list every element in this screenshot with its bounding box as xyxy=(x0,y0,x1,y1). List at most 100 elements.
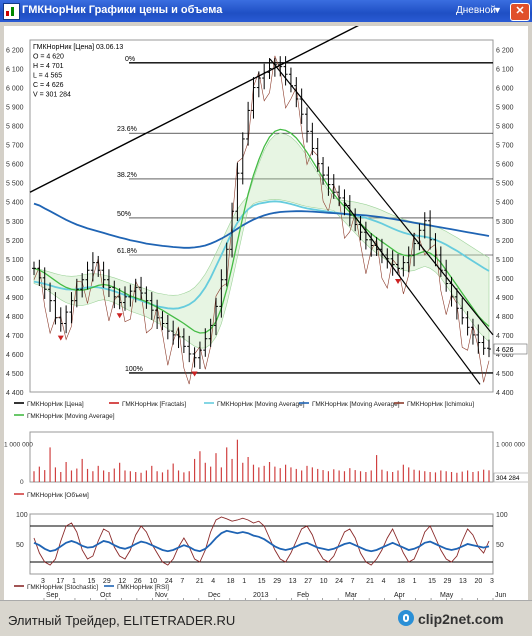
month-label: Sep xyxy=(46,592,59,599)
price-y-tick-left: 4 900 xyxy=(6,295,24,302)
day-label: 29 xyxy=(273,578,281,585)
price-y-tick-right: 5 100 xyxy=(496,257,514,264)
price-y-tick-left: 4 700 xyxy=(6,333,24,340)
month-label: Apr xyxy=(394,592,406,599)
info-box-line: L = 4 565 xyxy=(33,73,62,80)
price-y-tick-right: 6 100 xyxy=(496,67,514,74)
clip2net-logo-icon xyxy=(398,610,414,626)
legend-label: ГМКНорНик [Moving Average] xyxy=(312,401,400,408)
month-label: Dec xyxy=(208,592,221,599)
price-y-tick-left: 5 000 xyxy=(6,276,24,283)
volume-last-label: 304 284 xyxy=(496,475,520,482)
price-y-tick-left: 4 600 xyxy=(6,352,24,359)
moving-average-line xyxy=(33,200,490,310)
month-label: Jun xyxy=(495,592,506,599)
price-y-tick-left: 6 000 xyxy=(6,86,24,93)
price-y-tick-left: 4 800 xyxy=(6,314,24,321)
price-y-tick-right: 5 600 xyxy=(496,162,514,169)
oscillator-line xyxy=(33,529,490,553)
day-label: 4 xyxy=(211,578,215,585)
fib-level-label: 38.2% xyxy=(117,172,137,179)
legend-label: ГМКНорНик [Stochastic] xyxy=(27,584,98,591)
last-price-label: 4 626 xyxy=(496,347,514,354)
last-price-tag xyxy=(493,343,528,355)
month-label: Mar xyxy=(345,592,358,599)
day-label: 15 xyxy=(428,578,436,585)
chevron-down-icon[interactable]: ▼ xyxy=(493,5,502,15)
fractal-down-marker xyxy=(191,371,198,377)
ichimoku-line xyxy=(33,55,490,385)
price-y-tick-right: 5 000 xyxy=(496,276,514,283)
day-label: 21 xyxy=(366,578,374,585)
period-selector[interactable]: Дневной xyxy=(456,5,496,16)
day-label: 10 xyxy=(149,578,157,585)
legend-label: ГМКНорНик [Moving Average] xyxy=(217,401,305,408)
fib-level-label: 23.6% xyxy=(117,126,137,133)
month-label: Oct xyxy=(100,592,111,599)
fib-level-label: 61.8% xyxy=(117,248,137,255)
price-y-tick-right: 4 500 xyxy=(496,371,514,378)
moving-average-line xyxy=(33,202,490,249)
price-y-tick-left: 5 500 xyxy=(6,181,24,188)
price-y-tick-left: 5 700 xyxy=(6,143,24,150)
legend-label: ГМКНорНик [RSI] xyxy=(117,584,169,591)
day-label: 3 xyxy=(490,578,494,585)
oscillator-y-tick-right: 100 xyxy=(496,512,508,519)
price-y-tick-right: 5 300 xyxy=(496,219,514,226)
trend-line-falling-lower xyxy=(343,201,481,385)
fib-level-label: 0% xyxy=(125,56,135,63)
title-bar[interactable]: ГМКНорНик Графики цены и объема Дневной … xyxy=(0,0,532,22)
fib-level-label: 50% xyxy=(117,211,131,218)
legend-label: ГМКНорНик [Цена] xyxy=(27,401,84,408)
day-label: 1 xyxy=(413,578,417,585)
volume-plot-area xyxy=(29,431,494,483)
day-label: 26 xyxy=(134,578,142,585)
legend-label: ГМКНорНик [Fractals] xyxy=(122,401,186,408)
day-label: 13 xyxy=(289,578,297,585)
clip2net-logo-text: clip2net.com xyxy=(418,611,504,627)
price-y-tick-left: 5 900 xyxy=(6,105,24,112)
info-box-line: O = 4 620 xyxy=(33,54,64,61)
day-label: 7 xyxy=(351,578,355,585)
price-y-tick-left: 4 500 xyxy=(6,371,24,378)
close-button[interactable]: ✕ xyxy=(510,3,530,21)
price-y-tick-left: 5 800 xyxy=(6,124,24,131)
price-y-tick-left: 5 600 xyxy=(6,162,24,169)
oscillator-y-tick-right: 50 xyxy=(496,542,504,549)
price-y-tick-left: 6 100 xyxy=(6,67,24,74)
day-label: 7 xyxy=(180,578,184,585)
price-y-tick-right: 5 900 xyxy=(496,105,514,112)
legend-label: ГМКНорНик [Ichimoku] xyxy=(407,401,474,408)
day-label: 29 xyxy=(103,578,111,585)
price-y-tick-left: 6 200 xyxy=(6,48,24,55)
fractal-down-marker xyxy=(116,313,123,319)
footer-bar: Элитный Трейдер, ELITETRADER.RU clip2net… xyxy=(0,600,532,636)
legend-label: ГМКНорНик [Объем] xyxy=(27,491,89,499)
day-label: 4 xyxy=(382,578,386,585)
fractal-down-marker xyxy=(395,278,401,284)
day-label: 27 xyxy=(304,578,312,585)
day-label: 29 xyxy=(444,578,452,585)
price-y-tick-left: 5 300 xyxy=(6,219,24,226)
volume-y-zero-left: 0 xyxy=(20,479,24,486)
price-y-tick-left: 5 400 xyxy=(6,200,24,207)
price-y-tick-right: 5 500 xyxy=(496,181,514,188)
price-y-tick-left: 5 100 xyxy=(6,257,24,264)
price-y-tick-left: 5 200 xyxy=(6,238,24,245)
info-box xyxy=(31,41,109,105)
info-box-line: H = 4 701 xyxy=(33,63,64,70)
info-box-line: C = 4 626 xyxy=(33,82,64,89)
oscillator-line xyxy=(33,516,490,566)
day-label: 24 xyxy=(335,578,343,585)
price-y-tick-right: 5 800 xyxy=(496,124,514,131)
chart-app-icon xyxy=(3,3,20,20)
oscillator-y-tick-left: 50 xyxy=(16,542,24,549)
volume-y-tick-right: 1 000 000 xyxy=(496,442,525,449)
footer-caption: Элитный Трейдер, ELITETRADER.RU xyxy=(8,613,236,628)
price-y-tick-right: 4 900 xyxy=(496,295,514,302)
price-y-tick-right: 4 400 xyxy=(496,390,514,397)
day-label: 10 xyxy=(320,578,328,585)
day-label: 12 xyxy=(118,578,126,585)
